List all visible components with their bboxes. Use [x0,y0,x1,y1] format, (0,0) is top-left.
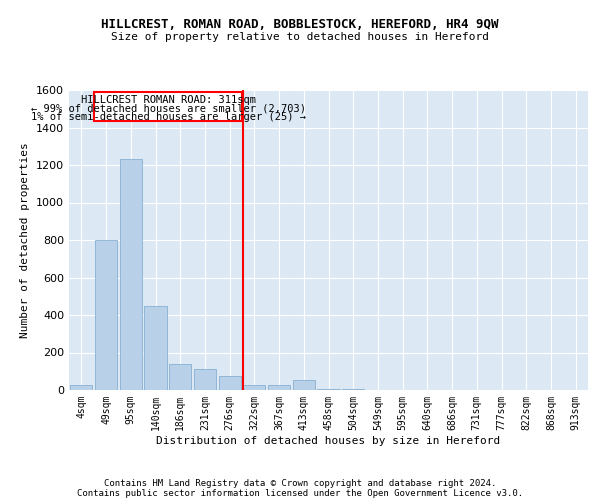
Text: HILLCREST ROMAN ROAD: 311sqm: HILLCREST ROMAN ROAD: 311sqm [81,94,256,104]
Text: Contains HM Land Registry data © Crown copyright and database right 2024.: Contains HM Land Registry data © Crown c… [104,478,496,488]
Text: Size of property relative to detached houses in Hereford: Size of property relative to detached ho… [111,32,489,42]
X-axis label: Distribution of detached houses by size in Hereford: Distribution of detached houses by size … [157,436,500,446]
Text: HILLCREST, ROMAN ROAD, BOBBLESTOCK, HEREFORD, HR4 9QW: HILLCREST, ROMAN ROAD, BOBBLESTOCK, HERE… [101,18,499,30]
Bar [194,370,216,390]
Y-axis label: Number of detached properties: Number of detached properties [20,142,31,338]
FancyBboxPatch shape [94,92,242,121]
Bar [268,385,290,390]
Bar [70,385,92,390]
Text: Contains public sector information licensed under the Open Government Licence v3: Contains public sector information licen… [77,488,523,498]
Bar [218,376,241,390]
Text: ← 99% of detached houses are smaller (2,703): ← 99% of detached houses are smaller (2,… [31,104,306,114]
Bar [169,364,191,390]
Bar [119,160,142,390]
Bar [145,306,167,390]
Bar [243,385,265,390]
Text: 1% of semi-detached houses are larger (25) →: 1% of semi-detached houses are larger (2… [31,112,306,122]
Bar [342,389,364,390]
Bar [95,240,117,390]
Bar [293,380,315,390]
Bar [317,388,340,390]
